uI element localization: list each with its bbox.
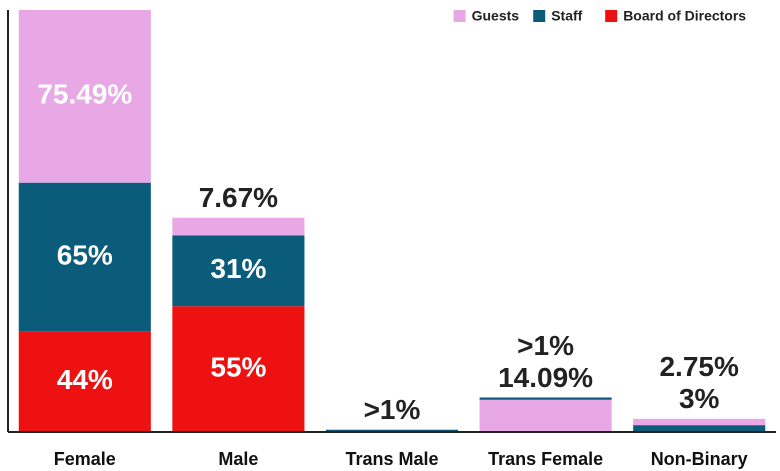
bar-segment — [479, 399, 612, 432]
bar-segment — [172, 235, 305, 307]
value-label: 7.67% — [199, 182, 278, 213]
bar-segment — [633, 418, 766, 426]
value-label: 2.75% — [659, 351, 738, 382]
legend-swatch — [533, 10, 546, 22]
value-label: 65% — [57, 239, 113, 270]
x-tick-label: Female — [54, 449, 116, 469]
x-tick-label: Non-Binary — [651, 449, 748, 469]
legend-swatch — [605, 10, 618, 22]
value-label: 75.49% — [37, 79, 132, 110]
value-label: 3% — [679, 383, 720, 414]
bar-segment — [18, 10, 151, 183]
legend-label: Board of Directors — [623, 8, 746, 24]
bar-segment — [325, 429, 459, 432]
bar-segment — [633, 425, 766, 432]
value-label: 55% — [210, 351, 266, 382]
value-label: 14.09% — [498, 362, 593, 393]
bar-segment — [172, 217, 305, 236]
x-tick-label: Trans Male — [345, 449, 438, 469]
legend-swatch — [453, 10, 466, 22]
value-label: >1% — [517, 330, 574, 361]
value-label: >1% — [364, 394, 421, 425]
bar-segment — [479, 397, 612, 400]
legend-label: Staff — [551, 8, 582, 24]
bar-segment — [18, 331, 151, 432]
bar-segment — [172, 306, 305, 432]
x-tick-label: Trans Female — [488, 449, 603, 469]
x-tick-label: Male — [218, 449, 258, 469]
value-label: 31% — [210, 253, 266, 284]
value-label: 44% — [57, 364, 113, 395]
legend-label: Guests — [472, 8, 520, 24]
bar-segment — [18, 182, 151, 332]
